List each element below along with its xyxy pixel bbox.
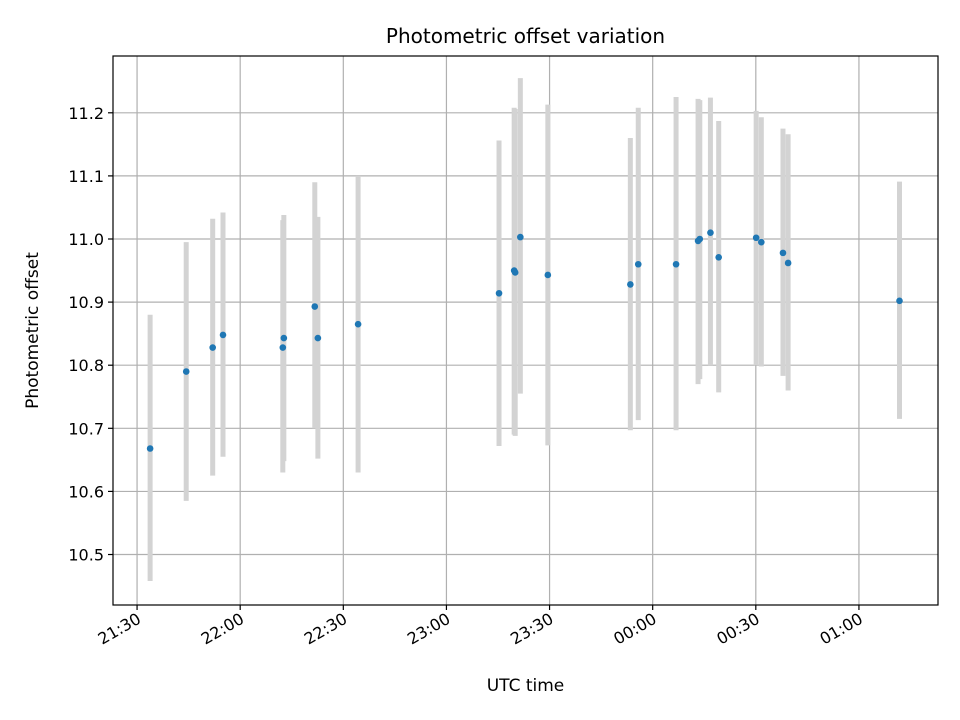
x-axis-label: UTC time — [487, 676, 565, 696]
x-tick-label: 21:30 — [95, 609, 144, 649]
data-point — [696, 235, 704, 243]
data-point — [511, 269, 519, 276]
y-tick-label: 10.6 — [68, 482, 104, 501]
data-point — [758, 238, 765, 246]
y-tick-label: 10.7 — [68, 419, 104, 438]
data-point — [715, 253, 722, 261]
data-point — [896, 297, 903, 305]
y-tick-label: 10.8 — [68, 356, 104, 375]
plot-frame — [112, 55, 939, 606]
y-axis: 10.5 10.6 10.7 10.8 10.9 11.0 11.1 11.2 — [68, 104, 113, 565]
x-axis: 21:30 22:00 22:30 23:00 23:30 00:00 00:30 01:00 — [95, 605, 866, 649]
x-tick-label: 22:30 — [301, 609, 350, 649]
data-point — [672, 260, 680, 268]
data-point — [779, 249, 787, 257]
data-point — [707, 229, 714, 236]
point-layer — [146, 229, 903, 452]
data-point — [146, 445, 154, 452]
data-point — [544, 271, 552, 279]
data-point — [219, 331, 227, 339]
data-point — [209, 344, 216, 351]
x-tick-label: 00:30 — [713, 609, 762, 649]
data-point — [182, 368, 190, 375]
grid-layer — [113, 56, 938, 605]
y-tick-label: 10.9 — [68, 293, 104, 312]
x-tick-label: 22:00 — [198, 609, 247, 649]
chart-title: Photometric offset variation — [386, 24, 665, 48]
x-tick-label: 23:00 — [404, 609, 453, 649]
x-tick-label: 00:00 — [610, 609, 659, 649]
data-point — [517, 233, 524, 241]
y-tick-label: 11.2 — [68, 104, 104, 123]
data-point — [634, 260, 642, 268]
y-tick-label: 10.5 — [68, 546, 104, 565]
data-point — [354, 320, 362, 328]
data-point — [279, 344, 287, 351]
data-point — [314, 334, 322, 342]
y-axis-label: Photometric offset — [23, 252, 43, 409]
x-tick-label: 01:00 — [817, 609, 866, 649]
x-tick-label: 23:30 — [507, 609, 556, 649]
errorbar-layer — [147, 78, 902, 582]
data-point — [752, 234, 760, 242]
data-point — [311, 303, 319, 310]
y-tick-label: 11.1 — [68, 167, 104, 186]
data-point — [280, 334, 288, 342]
data-point — [627, 281, 634, 288]
data-point — [495, 289, 503, 297]
y-tick-label: 11.0 — [68, 230, 104, 249]
data-point — [784, 259, 792, 267]
